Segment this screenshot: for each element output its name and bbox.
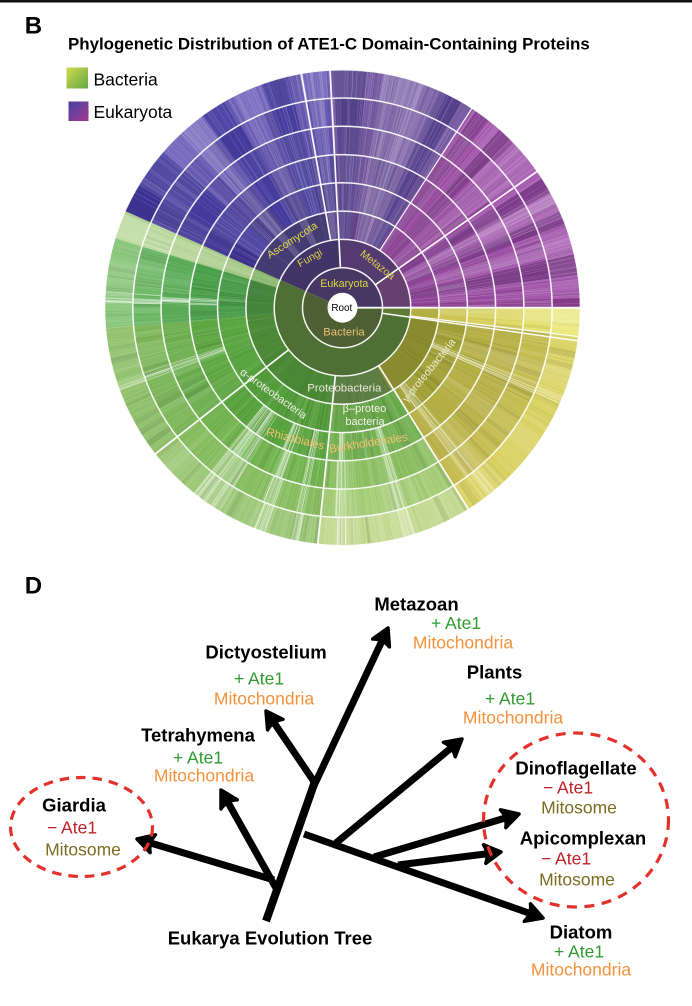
svg-text:+ Ate1: + Ate1 [554, 942, 604, 962]
svg-text:Root: Root [331, 303, 352, 314]
svg-text:Apicomplexan: Apicomplexan [520, 828, 646, 849]
svg-text:Diatom: Diatom [550, 922, 613, 943]
svg-text:− Ate1: − Ate1 [541, 849, 591, 869]
svg-text:Mitochondria: Mitochondria [413, 633, 513, 653]
svg-text:Proteobacteria: Proteobacteria [307, 382, 382, 394]
svg-text:Mitosome: Mitosome [45, 840, 121, 860]
svg-text:Eukaryota: Eukaryota [94, 102, 173, 122]
svg-text:Bacteria: Bacteria [94, 70, 158, 90]
svg-text:Mitosome: Mitosome [539, 870, 615, 890]
svg-text:+ Ate1: + Ate1 [234, 669, 284, 689]
svg-text:Mitochondria: Mitochondria [154, 766, 254, 786]
svg-text:bacteria: bacteria [345, 416, 385, 428]
svg-text:Metazoan: Metazoan [374, 594, 458, 615]
svg-text:Eukarya Evolution Tree: Eukarya Evolution Tree [168, 928, 373, 949]
svg-text:Dinoflagellate: Dinoflagellate [515, 758, 636, 779]
svg-text:Tetrahymena: Tetrahymena [141, 725, 255, 746]
svg-text:Mitochondria: Mitochondria [463, 708, 563, 728]
svg-text:Mitosome: Mitosome [541, 798, 617, 818]
svg-text:− Ate1: − Ate1 [47, 818, 97, 838]
svg-text:Bacteria: Bacteria [323, 327, 365, 339]
svg-text:Phylogenetic Distribution of A: Phylogenetic Distribution of ATE1-C Doma… [68, 35, 590, 54]
svg-text:Plants: Plants [467, 662, 523, 683]
svg-text:Eukaryota: Eukaryota [320, 278, 368, 290]
svg-text:β–proteo: β–proteo [343, 403, 387, 415]
svg-text:Mitochondria: Mitochondria [531, 960, 631, 980]
svg-text:Mitochondria: Mitochondria [214, 689, 314, 709]
svg-text:Dictyostelium: Dictyostelium [205, 642, 326, 663]
svg-text:D: D [25, 573, 42, 600]
svg-text:− Ate1: − Ate1 [543, 778, 593, 798]
svg-text:Giardia: Giardia [42, 795, 106, 816]
svg-text:+ Ate1: + Ate1 [173, 748, 223, 768]
svg-text:+ Ate1: + Ate1 [431, 613, 481, 633]
svg-text:B: B [25, 13, 42, 40]
svg-text:+ Ate1: + Ate1 [485, 689, 535, 709]
